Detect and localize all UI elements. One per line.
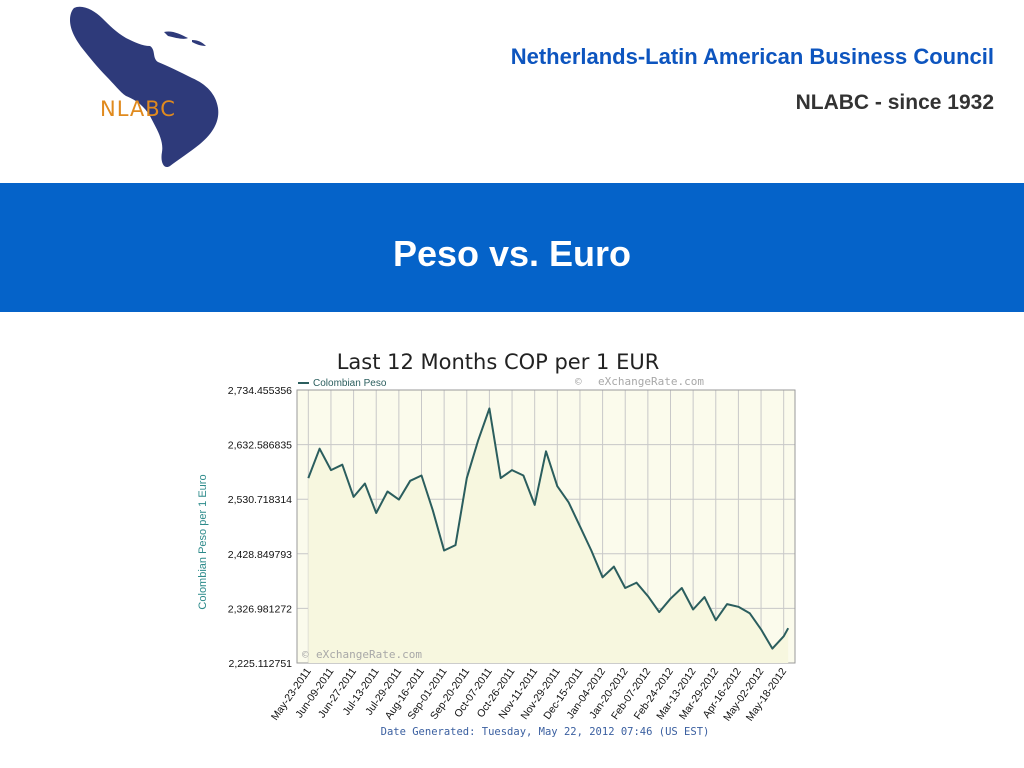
series-line bbox=[307, 407, 790, 650]
legend-label: Colombian Peso bbox=[313, 378, 387, 389]
latin-america-map-icon bbox=[70, 6, 219, 168]
y-tick-label: 2,225.112751 bbox=[229, 658, 293, 670]
y-tick-label: 2,530.718314 bbox=[228, 494, 292, 506]
chart-title: Last 12 Months COP per 1 EUR bbox=[337, 350, 660, 374]
watermark-copyright-icon: © bbox=[302, 648, 309, 661]
logo-text: NLABC bbox=[100, 97, 176, 121]
x-tick-labels: May-23-2011Jun-09-2011Jun-27-2011Jul-13-… bbox=[269, 666, 789, 724]
series-group bbox=[307, 407, 790, 663]
title-banner: Peso vs. Euro bbox=[0, 183, 1024, 312]
island-icon bbox=[192, 40, 206, 46]
y-tick-label: 2,632.586835 bbox=[228, 440, 292, 452]
nlabc-logo: NLABC bbox=[70, 6, 219, 168]
org-title: Netherlands-Latin American Business Coun… bbox=[510, 44, 994, 69]
series-area bbox=[308, 408, 789, 663]
island-icon bbox=[164, 31, 188, 39]
org-subtitle: NLABC - since 1932 bbox=[795, 91, 994, 114]
watermark-bottom: eXchangeRate.com bbox=[316, 648, 422, 661]
watermark-copyright-icon: © bbox=[575, 375, 582, 388]
watermark-top: eXchangeRate.com bbox=[598, 375, 704, 388]
slide-title: Peso vs. Euro bbox=[392, 233, 632, 274]
y-tick-label: 2,428.849793 bbox=[228, 549, 292, 561]
y-tick-labels: 2,734.455356 2,632.586835 2,530.718314 2,42… bbox=[228, 385, 292, 670]
y-axis-label: Colombian Peso per 1 Euro bbox=[197, 474, 209, 609]
y-tick-label: 2,326.981272 bbox=[228, 603, 292, 615]
date-generated-footer: Date Generated: Tuesday, May 22, 2012 07… bbox=[381, 726, 710, 738]
y-tick-label: 2,734.455356 bbox=[228, 385, 292, 397]
